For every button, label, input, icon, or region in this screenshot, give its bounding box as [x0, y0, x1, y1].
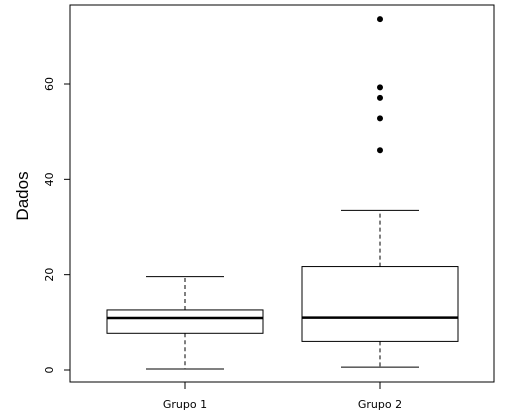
outlier-point [377, 16, 383, 23]
y-axis: 0 20 40 60 [43, 77, 71, 374]
x-axis: Grupo 1 Grupo 2 [163, 381, 402, 411]
box-group [106, 276, 264, 370]
y-tick-label: 20 [43, 268, 56, 282]
y-tick-label: 40 [43, 172, 56, 186]
outlier-point [377, 94, 383, 101]
x-tick-label: Grupo 1 [163, 398, 207, 411]
boxes [106, 16, 459, 370]
outlier-point [377, 84, 383, 91]
iqr-box [301, 266, 459, 342]
y-axis-title: Dados [13, 171, 32, 220]
box-group [301, 16, 459, 368]
y-tick-label: 60 [43, 77, 56, 91]
outlier-point [377, 147, 383, 154]
y-tick-label: 0 [43, 367, 56, 374]
iqr-box [106, 309, 264, 334]
x-tick-label: Grupo 2 [358, 398, 402, 411]
outlier-point [377, 115, 383, 122]
